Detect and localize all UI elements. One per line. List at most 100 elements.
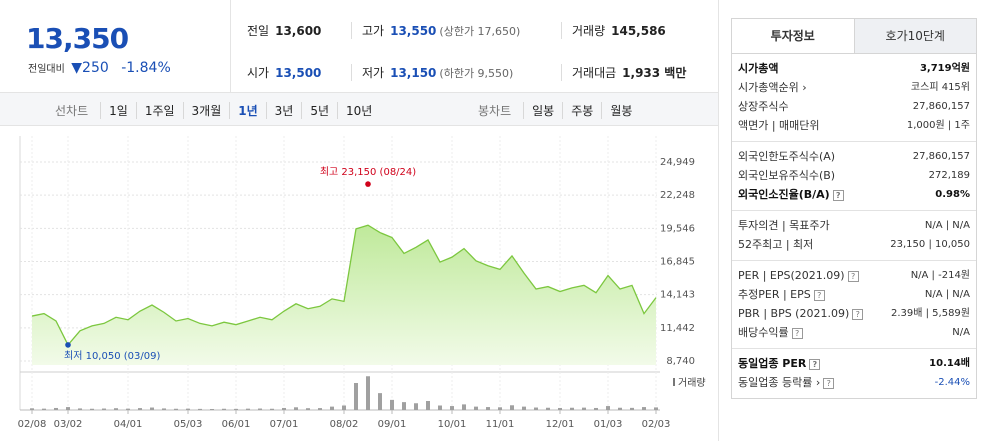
period-button[interactable]: 5년: [301, 102, 337, 119]
info-group: PER | EPS(2021.09)? N/A | -214원 추정PER | EP…: [732, 260, 976, 348]
period-button[interactable]: 1주일: [135, 102, 183, 119]
period-button[interactable]: 주봉: [562, 102, 601, 119]
volume-bar: [534, 407, 538, 410]
period-button[interactable]: 일봉: [523, 102, 562, 119]
info-panel: 투자정보 호가10단계 시가총액 3,719억원 시가총액순위 › 코스피 415위 상장…: [731, 18, 977, 399]
volume-bar: [630, 407, 634, 410]
help-icon[interactable]: ?: [791, 327, 803, 339]
summary-label: 시가: [247, 66, 270, 80]
x-tick-label: 11/01: [486, 419, 515, 430]
period-button[interactable]: 1년: [229, 102, 265, 119]
volume-bar: [234, 408, 238, 410]
summary-label: 전일: [247, 24, 270, 38]
info-label-wrap: 동일업종 PER?: [738, 354, 821, 373]
info-label-wrap: 동일업종 등락률 ›?: [738, 373, 835, 392]
volume-bar: [78, 408, 82, 410]
info-value: 272,189: [928, 170, 970, 181]
summary-label: 거래량: [572, 24, 606, 38]
summary-note: (하한가 9,550): [439, 67, 514, 80]
volume-bar: [378, 393, 382, 410]
x-tick-label: 01/03: [594, 419, 623, 430]
change-label: 전일대비: [28, 64, 65, 75]
y-tick-label: 22,248: [660, 190, 695, 201]
volume-bar: [546, 407, 550, 410]
y-tick-label: 24,949: [660, 157, 695, 168]
info-label: PBR | BPS (2021.09): [738, 307, 850, 320]
help-icon[interactable]: ?: [809, 358, 821, 370]
volume-bar: [198, 408, 202, 410]
period-button[interactable]: 3개월: [182, 102, 230, 119]
price-area: [32, 225, 656, 365]
x-tick-label: 10/01: [438, 419, 467, 430]
y-tick-label: 8,740: [666, 356, 695, 367]
volume-bar: [318, 408, 322, 410]
x-tick-label: 12/01: [546, 419, 575, 430]
info-tab[interactable]: 호가10단계: [853, 19, 976, 53]
period-button[interactable]: 1일: [100, 102, 136, 119]
info-label: PER | EPS(2021.09): [738, 269, 845, 282]
extreme-dot: [365, 181, 371, 187]
info-group: 투자의견 | 목표주가 N/A | N/A 52주최고 | 최저 23,150 | 1…: [732, 210, 976, 260]
help-icon[interactable]: ?: [847, 270, 859, 282]
period-button[interactable]: 3년: [265, 102, 302, 119]
x-tick-label: 07/01: [270, 419, 299, 430]
info-row: 외국인소진율(B/A)? 0.98%: [738, 185, 970, 204]
info-row: 추정PER | EPS? N/A | N/A: [738, 285, 970, 304]
info-value: N/A | N/A: [924, 289, 970, 300]
volume-bar: [246, 408, 250, 410]
volume-bar: [558, 407, 562, 410]
info-value: 1,000원 | 1주: [906, 120, 970, 131]
info-label: 추정PER | EPS: [738, 288, 811, 301]
volume-bar: [582, 407, 586, 410]
volume-bar: [30, 408, 34, 410]
change: 전일대비 ▼250 -1.84%: [28, 60, 171, 76]
volume-bar: [114, 408, 118, 410]
volume-bar: [474, 406, 478, 410]
volume-bar: [402, 402, 406, 410]
volume-bar: [642, 407, 646, 410]
info-label: 액면가 | 매매단위: [738, 119, 820, 132]
summary-cell: 거래량 145,586: [561, 22, 666, 39]
volume-bar: [570, 407, 574, 410]
info-label: 외국인보유주식수(B): [738, 169, 836, 182]
volume-bar: [150, 407, 154, 410]
info-label-wrap: 시가총액순위 ›: [738, 78, 807, 97]
annotation: 최저 10,050 (03/09): [64, 350, 160, 362]
volume-bar: [438, 405, 442, 410]
info-row: 동일업종 PER? 10.14배: [738, 354, 970, 373]
help-icon[interactable]: ?: [852, 308, 864, 320]
volume-bar: [414, 403, 418, 410]
info-label-wrap: 배당수익률?: [738, 323, 803, 342]
info-label: 외국인한도주식수(A): [738, 150, 836, 163]
price-line: [31, 224, 657, 347]
info-tab[interactable]: 투자정보: [732, 19, 854, 53]
info-rows: 시가총액 3,719억원 시가총액순위 › 코스피 415위 상장주식수 27,860,1…: [732, 54, 976, 398]
x-tick-label: 04/01: [114, 419, 143, 430]
volume-bar: [186, 408, 190, 410]
y-tick-label: 16,845: [660, 256, 695, 267]
info-value: 27,860,157: [912, 151, 970, 162]
period-button[interactable]: 10년: [337, 102, 380, 119]
info-label-wrap: PER | EPS(2021.09)?: [738, 266, 859, 285]
volume-bar: [138, 408, 142, 410]
period-button[interactable]: 월봉: [601, 102, 640, 119]
help-icon[interactable]: ?: [832, 189, 844, 201]
volume-bar: [54, 407, 58, 410]
info-value: 10.14배: [929, 358, 970, 369]
info-label-wrap: 추정PER | EPS?: [738, 285, 825, 304]
info-value: 0.98%: [935, 189, 970, 200]
x-tick-label: 03/02: [54, 419, 83, 430]
info-row: 액면가 | 매매단위 1,000원 | 1주: [738, 116, 970, 135]
summary-note: (상한가 17,650): [439, 25, 521, 38]
help-icon[interactable]: ?: [813, 289, 825, 301]
volume-bar: [498, 407, 502, 410]
info-label: 외국인소진율(B/A): [738, 188, 830, 201]
info-label-wrap: 투자의견 | 목표주가: [738, 216, 830, 235]
volume-bar: [654, 407, 658, 410]
summary-value: 1,933 백만: [622, 66, 687, 80]
summary-value: 145,586: [611, 24, 666, 38]
volume-bar: [510, 405, 514, 410]
info-label: 52주최고 | 최저: [738, 238, 814, 251]
info-label: 투자의견 | 목표주가: [738, 219, 830, 232]
help-icon[interactable]: ?: [823, 377, 835, 389]
